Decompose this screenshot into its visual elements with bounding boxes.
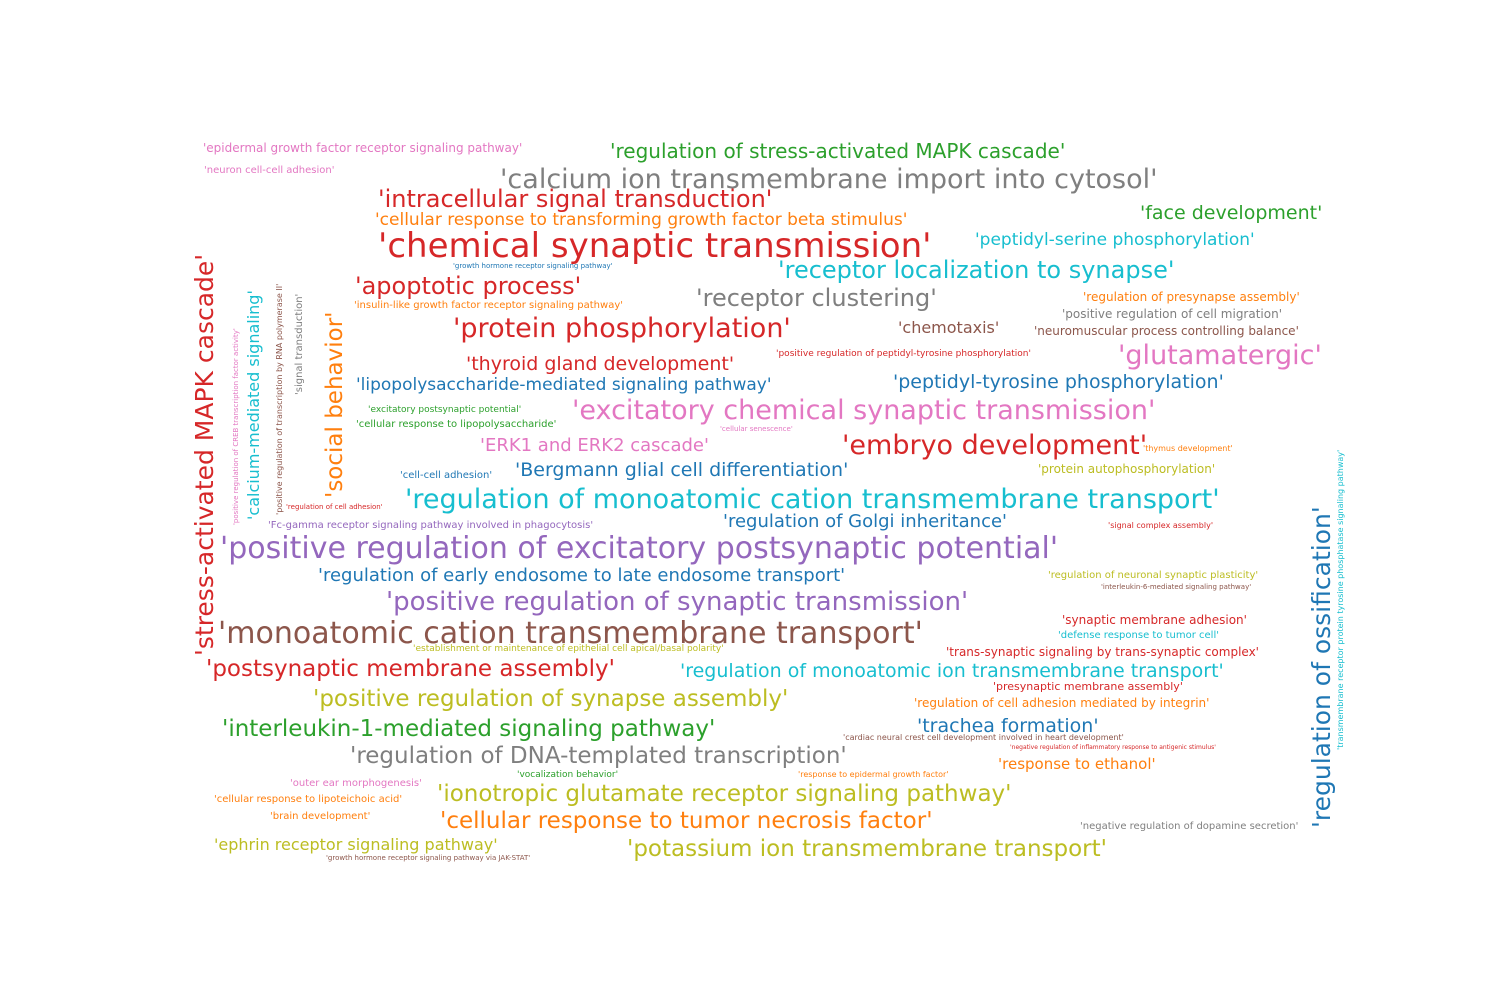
- word: 'defense response to tumor cell': [1058, 630, 1219, 641]
- word: 'neuromuscular process controlling balan…: [1034, 324, 1299, 338]
- word: 'signal complex assembly': [1108, 521, 1214, 530]
- word: 'vocalization behavior': [517, 770, 619, 780]
- word: 'Fc-gamma receptor signaling pathway inv…: [268, 520, 594, 531]
- word: 'positive regulation of cell migration': [1062, 307, 1283, 321]
- word: 'trachea formation': [917, 715, 1099, 737]
- word: 'apoptotic process': [355, 272, 582, 300]
- word: 'regulation of neuronal synaptic plastic…: [1048, 570, 1259, 581]
- word: 'thyroid gland development': [466, 353, 735, 375]
- word: 'presynaptic membrane assembly': [993, 680, 1183, 693]
- word: 'cellular response to lipopolysaccharide…: [356, 419, 557, 430]
- word: 'outer ear morphogenesis': [290, 778, 422, 789]
- word: 'negative regulation of inflammatory res…: [1010, 744, 1216, 751]
- word: 'lipopolysaccharide-mediated signaling p…: [356, 375, 772, 395]
- word: 'cellular response to tumor necrosis fac…: [440, 808, 933, 834]
- word: 'social behavior': [322, 311, 348, 498]
- word: 'stress-activated MAPK cascade': [190, 253, 219, 656]
- word: 'response to epidermal growth factor': [798, 770, 949, 779]
- word: 'monoatomic cation transmembrane transpo…: [218, 616, 923, 651]
- word: 'cardiac neural crest cell development i…: [843, 733, 1124, 742]
- word: 'ionotropic glutamate receptor signaling…: [437, 781, 1012, 807]
- word: 'excitatory postsynaptic potential': [368, 405, 522, 415]
- word: 'protein phosphorylation': [453, 313, 791, 344]
- word: 'receptor clustering': [696, 284, 937, 312]
- word: 'Bergmann glial cell differentiation': [515, 459, 849, 481]
- word: 'establishment or maintenance of epithel…: [413, 644, 724, 654]
- word: 'face development': [1140, 202, 1323, 224]
- word: 'regulation of cell adhesion mediated by…: [914, 696, 1210, 710]
- word: 'epidermal growth factor receptor signal…: [203, 141, 523, 155]
- word: 'growth hormone receptor signaling pathw…: [326, 854, 531, 862]
- word: 'growth hormone receptor signaling pathw…: [453, 262, 613, 270]
- word: 'cellular response to lipoteichoic acid': [214, 794, 403, 805]
- word: 'positive regulation of synapse assembly…: [313, 686, 789, 712]
- word: 'neuron cell-cell adhesion': [204, 165, 335, 176]
- word: 'receptor localization to synapse': [778, 256, 1175, 284]
- word: 'positive regulation of synaptic transmi…: [386, 587, 969, 617]
- word: 'positive regulation of peptidyl-tyrosin…: [776, 349, 1031, 359]
- word: 'embryo development': [842, 430, 1148, 461]
- word: 'protein autophosphorylation': [1038, 462, 1216, 476]
- word: 'chemotaxis': [898, 318, 1000, 337]
- word: 'interleukin-6-mediated signaling pathwa…: [1101, 583, 1252, 591]
- word: 'interleukin-1-mediated signaling pathwa…: [222, 716, 716, 742]
- word: 'brain development': [270, 811, 371, 822]
- word: 'potassium ion transmembrane transport': [627, 836, 1107, 862]
- word: 'calcium-mediated signaling': [244, 290, 263, 520]
- word: 'calcium ion transmembrane import into c…: [500, 164, 1158, 195]
- word: 'trans-synaptic signaling by trans-synap…: [946, 645, 1259, 659]
- word: 'insulin-like growth factor receptor sig…: [354, 300, 623, 311]
- word: 'regulation of ossification': [1307, 506, 1336, 828]
- word: 'peptidyl-tyrosine phosphorylation': [893, 371, 1224, 393]
- word: 'cellular senescence': [720, 425, 793, 433]
- word: 'regulation of monoatomic cation transme…: [405, 484, 1220, 515]
- word: 'transmembrane receptor protein tyrosine…: [1336, 449, 1345, 750]
- word: 'intracellular signal transduction': [378, 185, 773, 213]
- word: 'cell-cell adhesion': [400, 470, 493, 481]
- word: 'regulation of monoatomic ion transmembr…: [680, 660, 1224, 682]
- word: 'regulation of early endosome to late en…: [318, 565, 846, 586]
- word: 'regulation of DNA-templated transcripti…: [350, 743, 847, 769]
- word: 'positive regulation of transcription by…: [275, 283, 284, 515]
- word: 'response to ethanol': [998, 755, 1156, 773]
- word: 'chemical synaptic transmission': [378, 226, 932, 266]
- word: 'excitatory chemical synaptic transmissi…: [572, 395, 1156, 426]
- word: 'regulation of stress-activated MAPK cas…: [610, 139, 1066, 163]
- word: 'ERK1 and ERK2 cascade': [480, 435, 709, 456]
- word: 'glutamatergic': [1118, 340, 1322, 371]
- word: 'negative regulation of dopamine secreti…: [1080, 821, 1299, 832]
- word: 'positive regulation of excitatory posts…: [220, 531, 1059, 566]
- word: 'thymus development': [1143, 444, 1233, 453]
- word: 'regulation of Golgi inheritance': [723, 511, 1007, 532]
- word: 'regulation of cell adhesion': [286, 503, 383, 511]
- word: 'postsynaptic membrane assembly': [206, 656, 615, 682]
- word: 'ephrin receptor signaling pathway': [214, 835, 498, 854]
- word: 'peptidyl-serine phosphorylation': [975, 230, 1255, 250]
- word: 'cellular response to transforming growt…: [375, 210, 908, 230]
- word: 'synaptic membrane adhesion': [1062, 613, 1247, 627]
- word: 'regulation of presynapse assembly': [1083, 290, 1300, 304]
- word: 'signal transduction': [294, 293, 305, 395]
- word: 'positive regulation of CREB transcripti…: [232, 328, 240, 525]
